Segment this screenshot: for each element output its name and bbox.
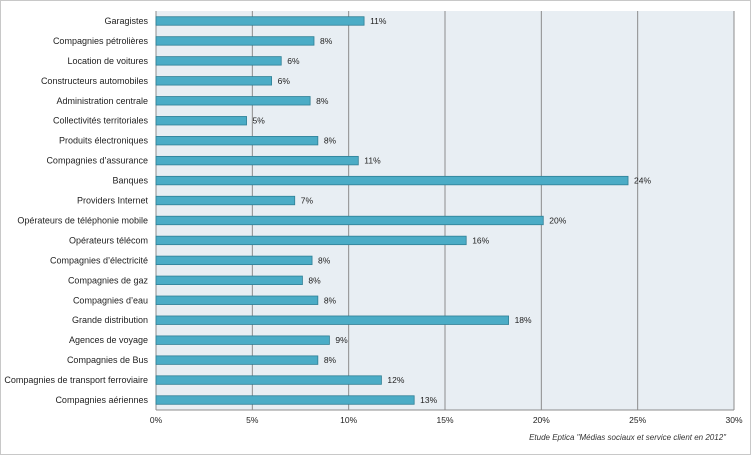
category-label: Opérateurs télécom (69, 235, 148, 245)
bar (155, 195, 296, 206)
category-label: Compagnies de transport ferroviaire (4, 375, 148, 385)
bar (155, 116, 247, 126)
bar (155, 375, 382, 385)
data-label: 13% (420, 395, 437, 405)
data-label: 8% (316, 96, 329, 106)
x-tick-label: 15% (436, 415, 453, 425)
bar (155, 36, 315, 46)
data-label: 8% (324, 295, 337, 305)
data-label: 11% (370, 16, 387, 26)
category-label: Produits électroniques (59, 136, 149, 146)
data-label: 6% (278, 76, 291, 86)
x-tick-label: 0% (150, 415, 163, 425)
bar (155, 295, 319, 305)
data-label: 8% (320, 36, 333, 46)
category-label: Compagnies pétrolières (53, 36, 149, 46)
source-note: Etude Eptica "Médias sociaux et service … (529, 433, 727, 442)
data-label: 8% (324, 136, 337, 146)
category-label: Grande distribution (72, 315, 148, 325)
category-label: Agences de voyage (69, 335, 148, 345)
data-label: 24% (634, 176, 651, 186)
category-label: Compagnies aériennes (55, 395, 148, 405)
bar (155, 395, 415, 405)
data-label: 5% (253, 116, 266, 126)
data-label: 8% (308, 275, 321, 285)
x-tick-label: 5% (246, 415, 259, 425)
bar (155, 136, 319, 146)
category-label: Constructeurs automobiles (41, 76, 149, 86)
bar (155, 235, 467, 246)
data-label: 6% (287, 56, 300, 66)
x-tick-labels: 0% 5% 10% 15% 20% 25% 30% (150, 415, 743, 425)
category-label: Location de voitures (67, 56, 148, 66)
bar (155, 96, 311, 106)
bar (155, 76, 272, 86)
bar (155, 355, 319, 365)
category-label: Compagnies de gaz (68, 275, 149, 285)
bar (155, 275, 303, 285)
category-label: Opérateurs de téléphonie mobile (17, 215, 148, 225)
category-label: Administration centrale (56, 96, 148, 106)
category-label: Compagnies d’eau (73, 295, 148, 305)
bar (155, 215, 544, 226)
x-tick-label: 25% (629, 415, 646, 425)
bar (155, 175, 629, 186)
bar (155, 155, 359, 166)
x-tick-label: 10% (340, 415, 357, 425)
data-label: 16% (472, 235, 489, 245)
x-tick-label: 30% (725, 415, 742, 425)
category-labels: Garagistes Compagnies pétrolières Location… (4, 16, 148, 405)
bar (155, 16, 365, 26)
category-label: Compagnies d’assurance (46, 156, 148, 166)
category-label: Banques (112, 176, 148, 186)
category-label: Providers Internet (77, 196, 149, 206)
data-labels: 11%8%6%6%8%5%8%11%24%7%20%16%8%8%8%18%9%… (253, 16, 652, 405)
bars (155, 16, 629, 405)
data-label: 20% (549, 215, 566, 225)
bar (155, 255, 313, 266)
data-label: 11% (364, 156, 381, 166)
data-label: 7% (301, 196, 314, 206)
x-tick-label: 20% (533, 415, 550, 425)
bar (155, 335, 330, 345)
category-label: Compagnies d’électricité (50, 255, 148, 265)
data-label: 12% (387, 375, 404, 385)
data-label: 18% (515, 315, 532, 325)
category-label: Compagnies de Bus (67, 355, 149, 365)
category-label: Garagistes (104, 16, 148, 26)
category-label: Collectivités territoriales (53, 116, 149, 126)
bar (155, 315, 509, 325)
data-label: 8% (324, 355, 337, 365)
data-label: 8% (318, 255, 331, 265)
data-label: 9% (335, 335, 348, 345)
bar (155, 56, 282, 66)
